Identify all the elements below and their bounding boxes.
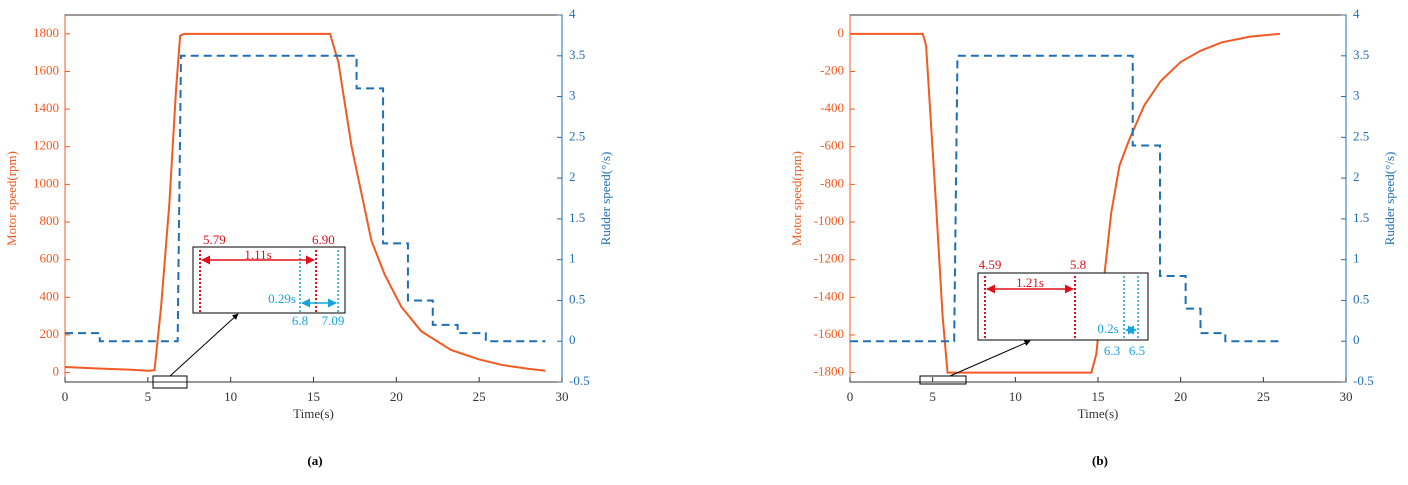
- y2-tick-label: 2.5: [569, 128, 585, 143]
- annotation: 0.29s: [268, 291, 296, 306]
- annotation: 5.8: [1070, 257, 1086, 272]
- y2-tick-label: 1.5: [1353, 210, 1369, 225]
- annotation: 6.3: [1104, 343, 1120, 358]
- zoom-box: [919, 375, 967, 385]
- y2-tick-label: -0.5: [1353, 373, 1374, 388]
- y2-tick-label: 3: [569, 88, 576, 103]
- x-tick-label: 0: [847, 389, 854, 404]
- zoom-arrow: [949, 340, 1031, 377]
- y2-tick-label: 1.5: [569, 210, 585, 225]
- y2-tick-label: 0.5: [569, 291, 585, 306]
- annotation: 4.59: [979, 257, 1002, 272]
- y2-tick-label: 2: [569, 169, 576, 184]
- zoom-arrow: [169, 313, 239, 377]
- y-tick-label: 1800: [33, 25, 59, 40]
- annotation: 6.5: [1129, 343, 1145, 358]
- y-tick-label: -1600: [814, 326, 844, 341]
- y2-tick-label: 0: [569, 332, 576, 347]
- motor-line: [64, 32, 546, 372]
- plot-frame: [64, 14, 563, 383]
- caption: (a): [307, 453, 322, 468]
- y-tick-label: 0: [53, 364, 60, 379]
- x-tick-label: 25: [1257, 389, 1270, 404]
- x-tick-label: 15: [1092, 389, 1105, 404]
- annotation: 1.21s: [1016, 275, 1044, 290]
- y-tick-label: 1200: [33, 138, 59, 153]
- y-tick-label: 400: [40, 288, 60, 303]
- y-tick-label: 200: [40, 326, 60, 341]
- y-axis-label: Motor speed(rpm): [789, 151, 804, 246]
- y2-tick-label: 4: [1353, 6, 1360, 21]
- x-tick-label: 5: [145, 389, 152, 404]
- y2-tick-label: -0.5: [569, 373, 590, 388]
- x-tick-label: 20: [1174, 389, 1187, 404]
- y2-axis-label: Rudder speed(°/s): [1382, 152, 1397, 246]
- annotation: 1.11s: [244, 247, 271, 262]
- x-tick-label: 10: [1009, 389, 1022, 404]
- x-tick-label: 30: [556, 389, 569, 404]
- y2-tick-label: 2: [1353, 169, 1360, 184]
- annotation: 6.8: [292, 313, 308, 328]
- annotation: 5.79: [203, 232, 226, 247]
- y2-tick-label: 3: [1353, 88, 1360, 103]
- annotation: 0.2s: [1097, 321, 1118, 336]
- y-tick-label: 1400: [33, 100, 59, 115]
- y2-tick-label: 3.5: [1353, 47, 1369, 62]
- y2-tick-label: 1: [1353, 251, 1360, 266]
- y-tick-label: -1400: [814, 288, 844, 303]
- x-axis-label: Time(s): [1078, 406, 1119, 421]
- x-tick-label: 15: [307, 389, 320, 404]
- y2-axis-label: Rudder speed(°/s): [598, 152, 613, 246]
- caption: (b): [1092, 453, 1108, 468]
- x-tick-label: 25: [473, 389, 486, 404]
- y-tick-label: 1600: [33, 62, 59, 77]
- y-tick-label: -1800: [814, 364, 844, 379]
- rudder-line: [65, 54, 546, 343]
- y-tick-label: 0: [838, 25, 845, 40]
- y2-tick-label: 0.5: [1353, 291, 1369, 306]
- x-tick-label: 0: [62, 389, 69, 404]
- x-tick-label: 5: [929, 389, 936, 404]
- x-tick-label: 20: [390, 389, 403, 404]
- annotation: 7.09: [322, 313, 345, 328]
- y-tick-label: -800: [820, 175, 844, 190]
- y2-tick-label: 3.5: [569, 47, 585, 62]
- x-axis-label: Time(s): [293, 406, 334, 421]
- y-tick-label: -400: [820, 100, 844, 115]
- y-tick-label: 1000: [33, 175, 59, 190]
- inset-box: [977, 272, 1149, 341]
- y2-tick-label: 0: [1353, 332, 1360, 347]
- y2-tick-label: 1: [569, 251, 576, 266]
- annotation: 6.90: [312, 232, 335, 247]
- x-tick-label: 30: [1340, 389, 1353, 404]
- y2-tick-label: 4: [569, 6, 576, 21]
- y-tick-label: -600: [820, 138, 844, 153]
- y-tick-label: -1000: [814, 213, 844, 228]
- y-axis-label: Motor speed(rpm): [4, 151, 19, 246]
- y2-tick-label: 2.5: [1353, 128, 1369, 143]
- y-tick-label: 600: [40, 251, 60, 266]
- rudder-line: [850, 54, 1284, 343]
- y-tick-label: -1200: [814, 251, 844, 266]
- x-tick-label: 10: [224, 389, 237, 404]
- y-tick-label: -200: [820, 62, 844, 77]
- y-tick-label: 800: [40, 213, 60, 228]
